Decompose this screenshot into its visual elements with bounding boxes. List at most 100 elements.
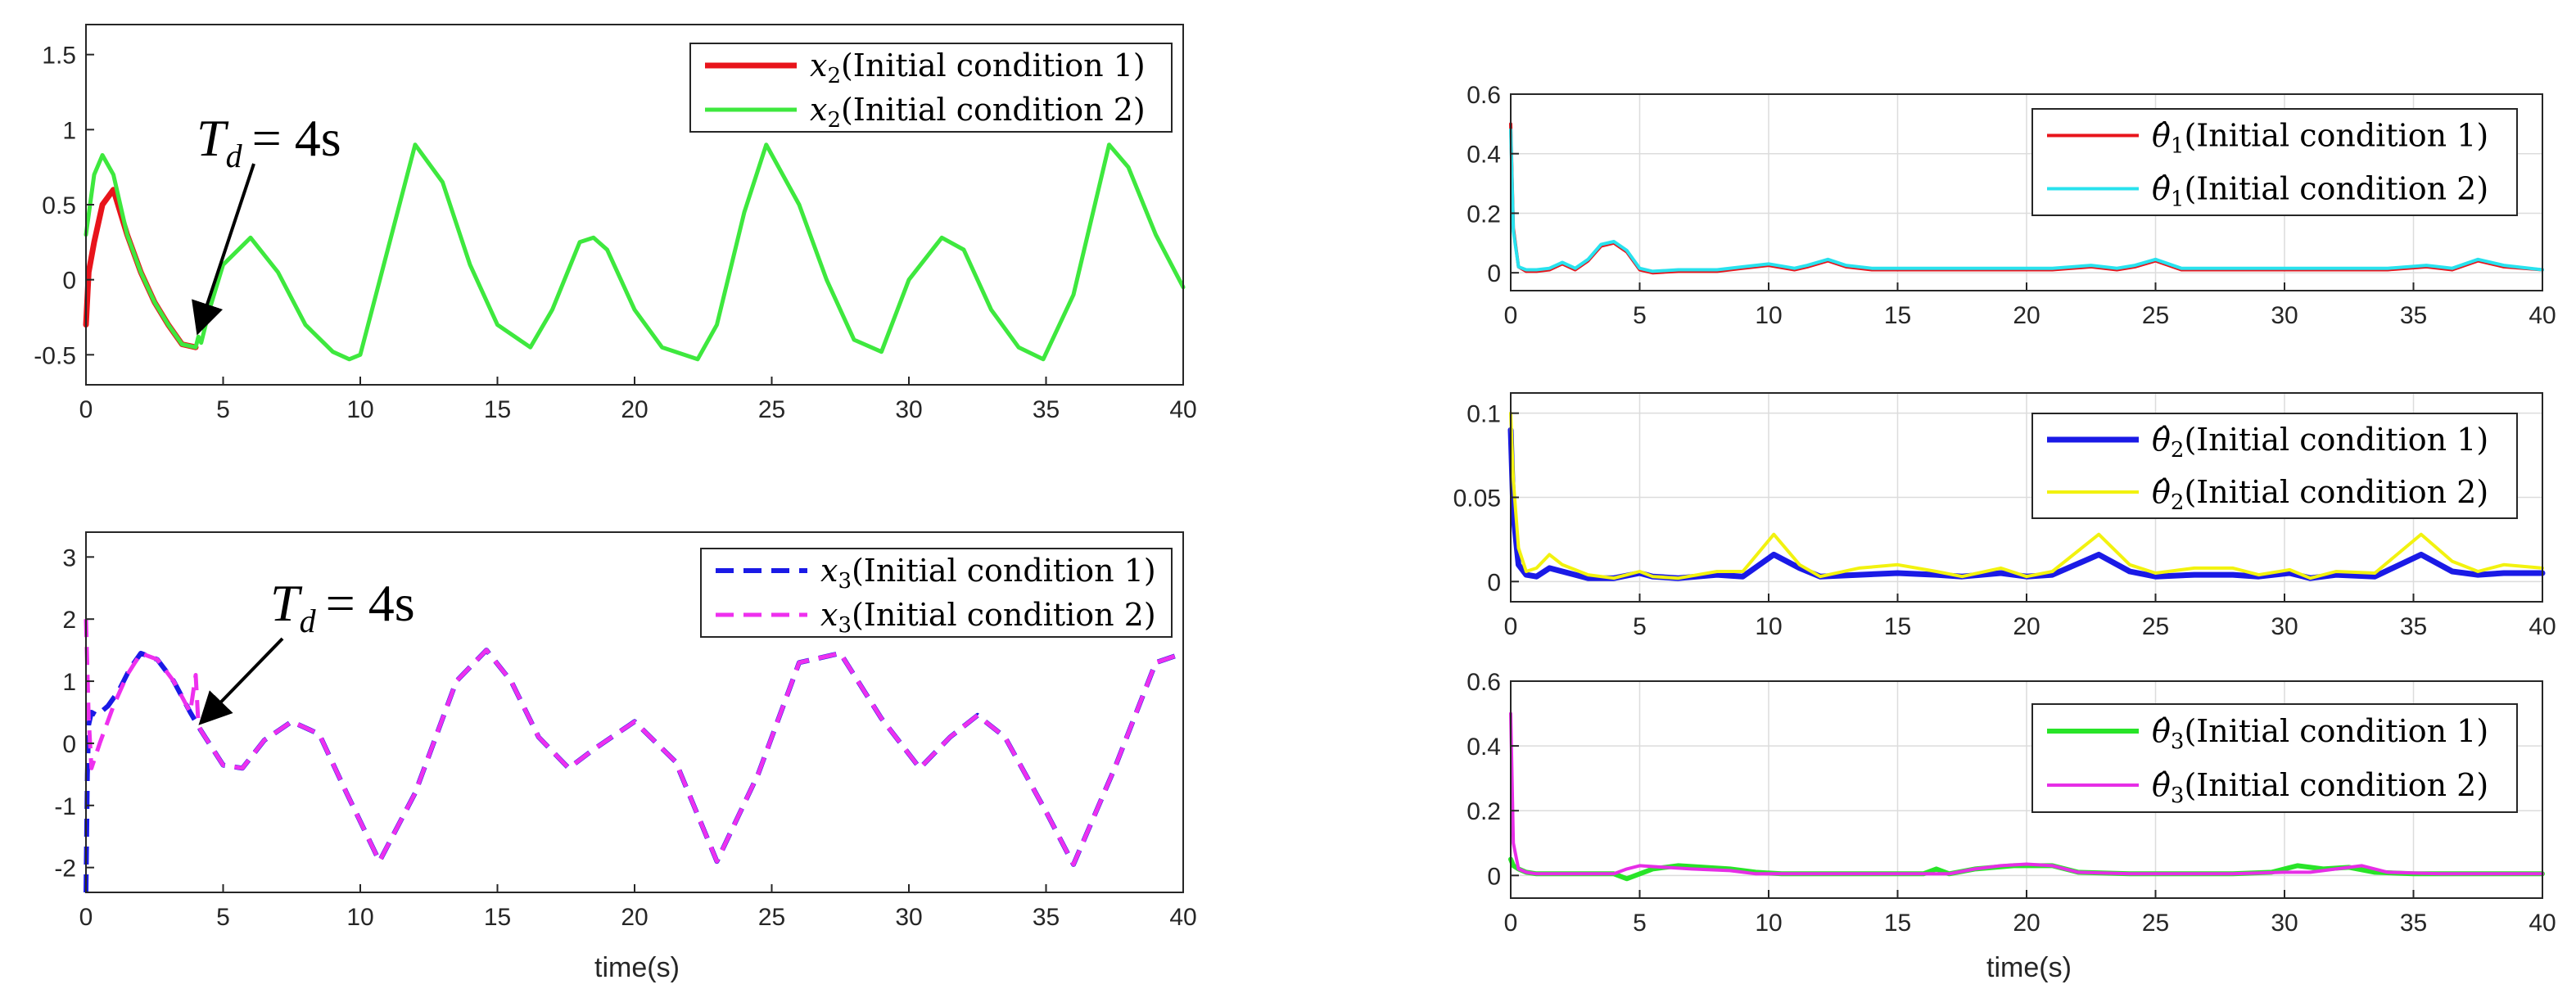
theta1-legend-label-2: θ̂1(Initial condition 2) <box>2152 171 2488 212</box>
x2-ytick-label: -0.5 <box>34 342 76 369</box>
theta2-chart: 0 5 10 15 20 25 30 35 40 0 0.05 0.1 θ̂2(Initial cond… <box>1453 392 2556 640</box>
theta2-xtick-label: 10 <box>1755 613 1782 640</box>
theta1-ytick-label: 0.4 <box>1467 142 1501 169</box>
x3-xtick-label: 20 <box>621 904 648 931</box>
theta2-xtick-label: 0 <box>1504 613 1518 640</box>
x3-ytick-label: -2 <box>54 856 76 883</box>
theta1-xtick-label: 5 <box>1633 302 1647 329</box>
x3-xtick-label: 40 <box>1169 904 1196 931</box>
theta3-chart: 0 5 10 15 20 25 30 35 40 0 0.2 0.4 0.6 θ̂3(Initial co… <box>1467 669 2556 937</box>
theta1-xtick-label: 25 <box>2142 302 2169 329</box>
theta1-xtick-label: 15 <box>1884 302 1911 329</box>
theta3-series-2-line <box>1509 711 2544 876</box>
theta3-xtick-label: 10 <box>1755 910 1782 937</box>
theta1-xtick-label: 10 <box>1755 302 1782 329</box>
x3-ytick-label: -1 <box>54 793 76 820</box>
theta1-legend-box <box>2031 108 2518 216</box>
theta3-ytick-label: 0.4 <box>1467 734 1501 761</box>
x2-ytick-label: 0.5 <box>42 192 76 219</box>
x3-xtick-label: 15 <box>484 904 511 931</box>
theta2-ytick-label: 0 <box>1487 569 1501 596</box>
theta2-xtick-label: 35 <box>2400 613 2427 640</box>
theta2-ytick-label: 0.05 <box>1453 485 1501 513</box>
x3-annotation-arrow <box>198 637 284 725</box>
x3-ytick-label: 1 <box>62 669 76 696</box>
theta2-xtick-label: 25 <box>2142 613 2169 640</box>
theta1-legend-label-1: θ̂1(Initial condition 1) <box>2152 118 2488 159</box>
x3-legend-label-1: x3(Initial condition 1) <box>820 553 1156 594</box>
theta1-xtick-label: 35 <box>2400 302 2427 329</box>
theta1-xtick-label: 40 <box>2529 302 2556 329</box>
x2-xtick-label: 0 <box>79 396 93 423</box>
theta3-ytick-label: 0.6 <box>1467 669 1501 696</box>
theta1-xtick-label: 0 <box>1504 302 1518 329</box>
theta3-xtick-label: 35 <box>2400 910 2427 937</box>
x3-xtick-label: 0 <box>79 904 93 931</box>
theta3-legend-label-1: θ̂3(Initial condition 1) <box>2152 713 2488 754</box>
theta2-legend-label-2: θ̂2(Initial condition 2) <box>2152 474 2488 515</box>
x2-annotation: Td = 4s <box>192 109 341 336</box>
x3-ytick-label: 3 <box>62 544 76 571</box>
x2-xtick-label: 30 <box>895 396 922 423</box>
x2-legend: x2(Initial condition 1)x2(Initial condit… <box>689 43 1173 133</box>
x3-xtick-label: 35 <box>1033 904 1060 931</box>
theta3-xtick-label: 5 <box>1633 910 1647 937</box>
theta3-ytick-label: 0.2 <box>1467 798 1501 825</box>
theta2-xtick-label: 30 <box>2271 613 2298 640</box>
x3-xtick-label: 25 <box>758 904 785 931</box>
theta3-ytick-label: 0 <box>1487 863 1501 890</box>
x3-xlabel: time(s) <box>594 952 680 983</box>
theta1-ytick-label: 0.6 <box>1467 82 1501 109</box>
theta2-series-1-line <box>1507 427 2546 581</box>
theta1-xtick-label: 30 <box>2271 302 2298 329</box>
theta3-legend-label-2: θ̂3(Initial condition 2) <box>2152 767 2488 808</box>
x3-legend-box <box>700 548 1173 638</box>
x3-annotation-text: Td = 4s <box>270 574 415 639</box>
theta1-chart: 0 5 10 15 20 25 30 35 40 0 0.2 0.4 0.6 θ̂1(Initial co… <box>1467 82 2556 329</box>
x2-xtick-label: 20 <box>621 396 648 423</box>
x3-annotation: Td = 4s <box>198 574 415 725</box>
x3-series-2-line <box>84 619 1184 867</box>
theta3-xtick-label: 0 <box>1504 910 1518 937</box>
x2-ytick-label: 0 <box>62 268 76 295</box>
theta3-xlabel: time(s) <box>1986 952 2072 983</box>
x3-xtick-label: 5 <box>216 904 230 931</box>
x2-xtick-label: 25 <box>758 396 785 423</box>
theta3-xtick-label: 20 <box>2013 910 2040 937</box>
x3-chart: 0 5 10 15 20 25 30 35 40 -2 -1 0 1 2 3 x3(Initial condi… <box>54 531 1197 931</box>
theta3-xtick-label: 15 <box>1884 910 1911 937</box>
x2-series-2-line <box>84 142 1186 362</box>
x2-chart: 0 5 10 15 20 25 30 35 40-0.500.511.5 x2(Initial c… <box>34 24 1197 423</box>
x2-legend-box <box>689 43 1173 133</box>
x3-xtick-label: 10 <box>346 904 373 931</box>
x2-legend-label-2: x2(Initial condition 2) <box>810 92 1146 133</box>
theta2-legend-box <box>2031 413 2518 519</box>
theta2-ytick-label: 0.1 <box>1467 401 1501 428</box>
x2-ytick-label: 1.5 <box>42 43 76 70</box>
x3-ytick-label: 0 <box>62 731 76 758</box>
theta3-xtick-label: 40 <box>2529 910 2556 937</box>
theta3-legend: θ̂3(Initial condition 1) θ̂3(Initial cond… <box>2031 703 2518 813</box>
x2-ytick-label: 1 <box>62 117 76 144</box>
x3-xtick-label: 30 <box>895 904 922 931</box>
x3-legend-label-2: x3(Initial condition 2) <box>820 597 1156 638</box>
x3-ytick-label: 2 <box>62 607 76 634</box>
x2-xtick-label: 15 <box>484 396 511 423</box>
theta3-xtick-label: 25 <box>2142 910 2169 937</box>
theta1-ytick-label: 0.2 <box>1467 201 1501 228</box>
theta1-series-2-line <box>1509 128 2544 273</box>
x2-annotation-arrow <box>192 163 255 336</box>
theta2-xtick-label: 20 <box>2013 613 2040 640</box>
x2-xtick-label: 5 <box>216 396 230 423</box>
theta3-legend-box <box>2031 703 2518 813</box>
x2-legend-label-1: x2(Initial condition 1) <box>810 47 1146 88</box>
theta1-legend: θ̂1(Initial condition 1) θ̂1(Initial cond… <box>2031 108 2518 216</box>
theta2-legend: θ̂2(Initial condition 1) θ̂2(Initial cond… <box>2031 413 2518 519</box>
x2-annotation-text: Td = 4s <box>197 109 341 174</box>
x2-xtick-label: 10 <box>346 396 373 423</box>
theta2-xtick-label: 5 <box>1633 613 1647 640</box>
theta1-ytick-label: 0 <box>1487 260 1501 287</box>
theta2-xtick-label: 40 <box>2529 613 2556 640</box>
theta1-xtick-label: 20 <box>2013 302 2040 329</box>
